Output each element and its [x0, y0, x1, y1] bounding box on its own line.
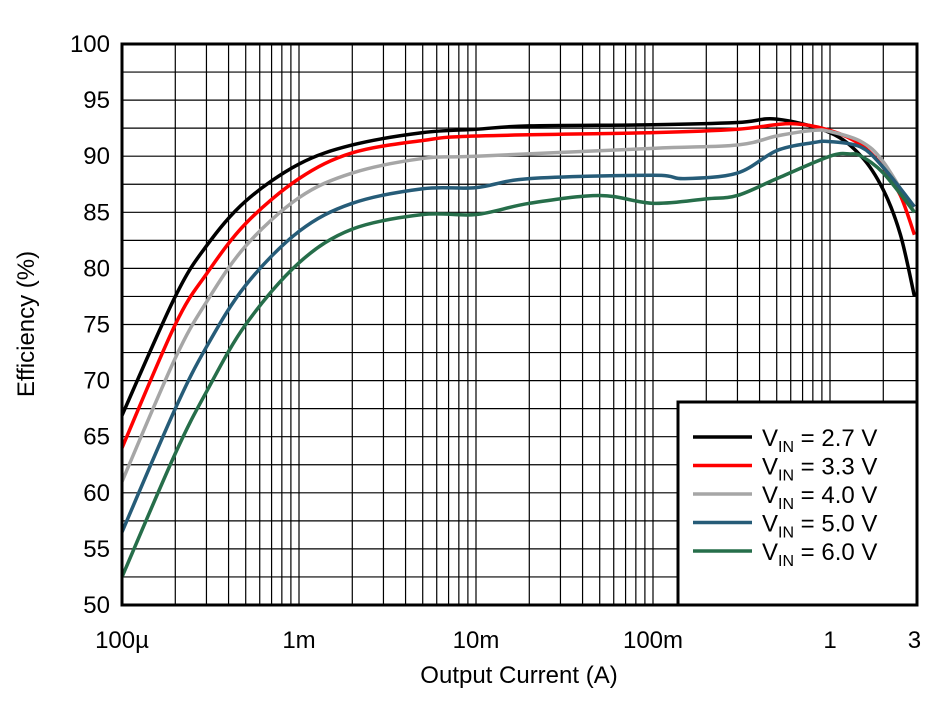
x-tick-label: 10m	[453, 627, 500, 654]
x-axis-label: Output Current (A)	[420, 662, 617, 689]
y-axis-label: Efficiency (%)	[13, 251, 40, 397]
x-tick-label: 3	[908, 627, 921, 654]
series-line-2	[120, 128, 916, 483]
y-tick-label: 60	[83, 480, 110, 507]
y-tick-label: 95	[83, 87, 110, 114]
y-tick-label: 90	[83, 143, 110, 170]
x-tick-label: 1	[823, 627, 836, 654]
y-tick-label: 75	[83, 312, 110, 339]
series-line-3	[120, 139, 916, 533]
x-tick-label: 100µ	[95, 627, 149, 654]
plot-frame	[120, 42, 919, 607]
series-line-4	[120, 151, 916, 578]
legend-label-2: VIN = 4.0 V	[762, 482, 877, 513]
y-tick-label: 100	[70, 31, 110, 58]
x-tick-label: 100m	[623, 627, 683, 654]
y-tick-label: 80	[83, 255, 110, 282]
legend-label-3: VIN = 5.0 V	[762, 511, 877, 542]
y-tick-label: 85	[83, 199, 110, 226]
y-tick-label: 70	[83, 368, 110, 395]
y-tick-label: 55	[83, 536, 110, 563]
legend-label-1: VIN = 3.3 V	[762, 454, 877, 485]
legend-label-4: VIN = 6.0 V	[762, 539, 877, 570]
legend-label-0: VIN = 2.7 V	[762, 425, 877, 456]
x-tick-labels: 100µ 1m 10m 100m 1 3	[95, 627, 921, 654]
y-tick-label: 65	[83, 424, 110, 451]
y-tick-label: 50	[83, 592, 110, 619]
series-line-0	[120, 117, 917, 417]
y-tick-labels: 50 55 60 65 70 75 80 85 90 95 100	[70, 31, 110, 619]
x-tick-label: 1m	[282, 627, 315, 654]
series-lines	[120, 117, 917, 578]
